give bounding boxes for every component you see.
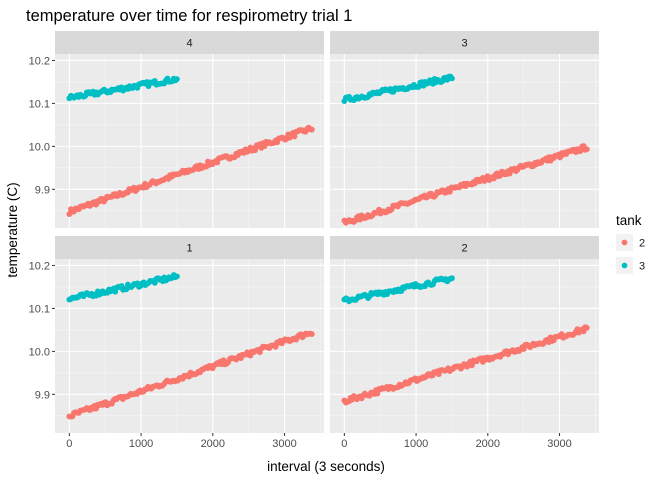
y-tick-label: 10.1 bbox=[29, 98, 50, 110]
data-point bbox=[291, 133, 298, 140]
legend-label: 2 bbox=[639, 238, 645, 250]
series-tank-3 bbox=[66, 75, 180, 102]
data-point bbox=[449, 275, 455, 282]
legend: tank 2 3 bbox=[616, 213, 645, 274]
y-tick-label: 9.9 bbox=[35, 184, 50, 196]
series-tank-3 bbox=[66, 272, 180, 303]
panel-background bbox=[330, 54, 599, 228]
y-tick-label: 10.1 bbox=[29, 303, 50, 315]
x-tick-label: 3000 bbox=[272, 438, 296, 450]
x-axis-title: interval (3 seconds) bbox=[267, 459, 385, 474]
chart-title: temperature over time for respirometry t… bbox=[26, 7, 352, 25]
facet-strip bbox=[55, 236, 324, 259]
legend-entry-2: 2 bbox=[616, 234, 645, 251]
data-point bbox=[374, 390, 381, 397]
data-point bbox=[468, 362, 475, 369]
x-tick-label: 2000 bbox=[476, 438, 500, 450]
data-point bbox=[272, 343, 279, 350]
series-tank-2 bbox=[341, 143, 590, 226]
series-tank-3 bbox=[341, 275, 455, 305]
x-tick-label: 1000 bbox=[404, 438, 428, 450]
data-point bbox=[583, 146, 590, 153]
facet-panel-3: 3 bbox=[330, 31, 599, 228]
y-tick-label: 9.9 bbox=[35, 389, 50, 401]
legend-entry-3: 3 bbox=[616, 257, 645, 274]
legend-key-marker bbox=[621, 239, 628, 246]
facet-strip bbox=[330, 31, 599, 54]
series-tank-2 bbox=[66, 124, 315, 217]
series-tank-2 bbox=[66, 330, 315, 420]
series-tank-3 bbox=[341, 73, 455, 104]
facet-strip-label: 2 bbox=[461, 243, 467, 255]
facet-panels: 4 9.9 10.0 10.1 10.2 3 1 0 1000 2000 3000 9.9 10.0 10… bbox=[29, 31, 599, 450]
facet-strip bbox=[55, 31, 324, 54]
y-tick-label: 10.2 bbox=[29, 55, 50, 67]
x-tick-label: 3000 bbox=[547, 438, 571, 450]
data-point bbox=[449, 75, 455, 82]
data-point bbox=[577, 148, 584, 154]
legend-key-marker bbox=[621, 262, 628, 269]
legend-title: tank bbox=[616, 213, 642, 228]
y-tick-label: 10.0 bbox=[29, 141, 50, 153]
data-point bbox=[308, 126, 315, 133]
facet-panel-4: 4 9.9 10.0 10.1 10.2 bbox=[29, 31, 324, 228]
y-tick-label: 10.0 bbox=[29, 346, 50, 358]
x-tick-label: 0 bbox=[66, 438, 72, 450]
data-point bbox=[174, 76, 180, 83]
x-tick-label: 1000 bbox=[129, 438, 153, 450]
data-point bbox=[174, 273, 180, 280]
facet-panel-2: 2 0 1000 2000 3000 bbox=[330, 236, 599, 450]
y-tick-label: 10.2 bbox=[29, 260, 50, 272]
x-tick-label: 2000 bbox=[201, 438, 225, 450]
facet-strip bbox=[330, 236, 599, 259]
legend-label: 3 bbox=[639, 261, 645, 273]
facet-strip-label: 1 bbox=[186, 243, 192, 255]
facet-panel-1: 1 0 1000 2000 3000 9.9 10.0 10.1 10.2 bbox=[29, 236, 324, 450]
y-axis-title: temperature (C) bbox=[5, 182, 20, 277]
data-point bbox=[308, 331, 315, 337]
data-point bbox=[252, 147, 259, 154]
facet-strip-label: 4 bbox=[186, 38, 192, 50]
x-tick-label: 0 bbox=[341, 438, 347, 450]
data-point bbox=[583, 324, 590, 331]
panel-background bbox=[330, 259, 599, 433]
series-tank-2 bbox=[341, 324, 590, 406]
facet-strip-label: 3 bbox=[461, 38, 467, 50]
